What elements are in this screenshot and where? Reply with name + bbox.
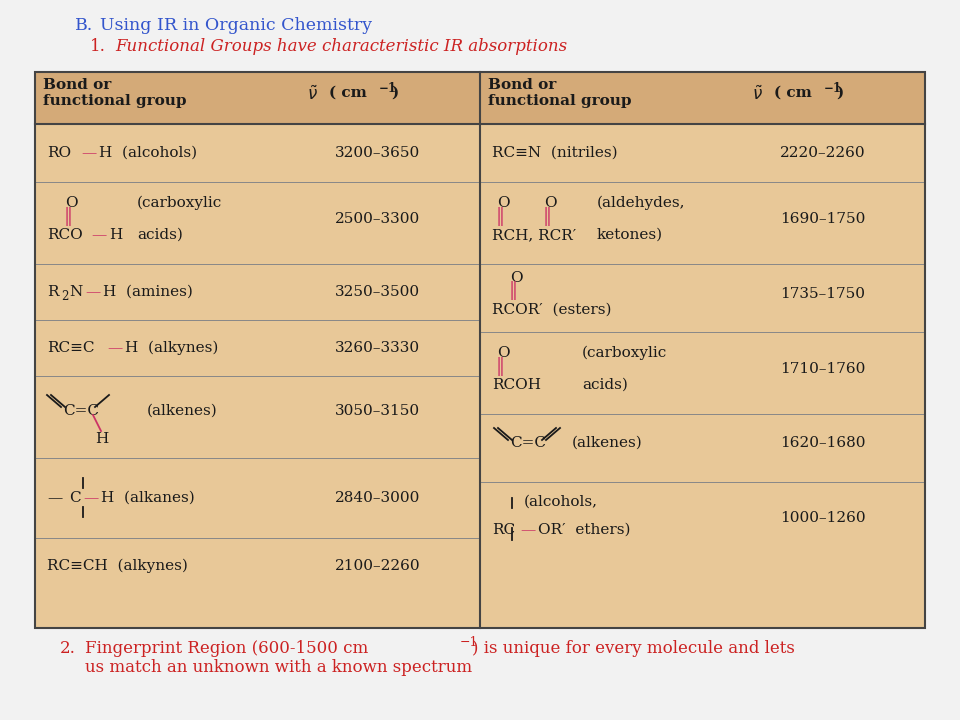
Text: Fingerprint Region (600-1500 cm: Fingerprint Region (600-1500 cm [85,640,369,657]
Bar [480,72,925,124]
Text: B.: B. [75,17,93,34]
Text: —: — [83,491,98,505]
Text: O: O [497,346,510,360]
Text: −1: −1 [824,82,842,95]
Text: 2220–2260: 2220–2260 [780,146,866,160]
Text: Functional Groups have characteristic IR absorptions: Functional Groups have characteristic IR… [115,38,567,55]
Text: −1: −1 [460,636,478,649]
Text: 1.: 1. [90,38,106,55]
Text: —: — [107,341,122,355]
Text: (carboxylic: (carboxylic [582,346,667,360]
Text: RC≡C: RC≡C [47,341,94,355]
Text: $\tilde{\nu}$: $\tilde{\nu}$ [752,86,763,104]
Text: ‖: ‖ [496,207,505,225]
Text: 1710–1760: 1710–1760 [780,362,865,376]
Text: functional group: functional group [488,94,632,108]
Text: —: — [81,146,96,160]
Text: acids): acids) [137,228,182,242]
Text: O: O [510,271,522,285]
Text: —: — [91,228,107,242]
Text: ( cm: ( cm [329,86,367,100]
Text: ( cm: ( cm [774,86,812,100]
Text: C=C: C=C [63,404,99,418]
Text: (alcohols,: (alcohols, [524,495,598,509]
Text: us match an unknown with a known spectrum: us match an unknown with a known spectru… [85,659,472,676]
Text: O: O [65,196,78,210]
Text: ): ) [836,86,843,100]
Text: ‖: ‖ [64,207,73,225]
Text: OR′  ethers): OR′ ethers) [538,523,631,537]
Text: RC≡N  (nitriles): RC≡N (nitriles) [492,146,617,160]
Bar [35,72,480,124]
Text: ): ) [391,86,398,100]
Text: —: — [47,491,62,505]
Text: Bond or: Bond or [488,78,556,92]
Text: ‖: ‖ [543,207,552,225]
Text: Bond or: Bond or [43,78,111,92]
Text: functional group: functional group [43,94,186,108]
Text: 3260–3330: 3260–3330 [335,341,420,355]
Text: O: O [497,196,510,210]
Text: (alkenes): (alkenes) [572,436,643,450]
Text: ‖: ‖ [496,356,505,376]
Text: (aldehydes,: (aldehydes, [597,196,685,210]
Text: (carboxylic: (carboxylic [137,196,223,210]
Text: O: O [544,196,557,210]
Bar [35,72,925,628]
Bar [35,72,925,628]
Text: RO: RO [47,146,71,160]
Text: N: N [69,285,83,299]
Text: 2.: 2. [60,640,76,657]
Text: RC: RC [492,523,516,537]
Text: −1: −1 [379,82,397,95]
Text: H: H [95,432,108,446]
Text: H  (amines): H (amines) [103,285,193,299]
Text: H: H [109,228,122,242]
Text: (alkenes): (alkenes) [147,404,218,418]
Text: R: R [47,285,59,299]
Text: ) is unique for every molecule and lets: ) is unique for every molecule and lets [472,640,795,657]
Text: 1620–1680: 1620–1680 [780,436,866,450]
Text: ‖: ‖ [509,282,518,300]
Text: ketones): ketones) [597,228,663,242]
Text: RCOH: RCOH [492,378,541,392]
Text: 1690–1750: 1690–1750 [780,212,865,226]
Text: —: — [520,523,536,537]
Text: acids): acids) [582,378,628,392]
Text: RC≡CH  (alkynes): RC≡CH (alkynes) [47,559,188,573]
Text: RCO: RCO [47,228,83,242]
Text: RCH, RCR′: RCH, RCR′ [492,228,576,242]
Text: —: — [85,285,100,299]
Text: 2: 2 [61,289,68,302]
Text: Using IR in Organic Chemistry: Using IR in Organic Chemistry [100,17,372,34]
Text: RCOR′  (esters): RCOR′ (esters) [492,303,612,317]
Text: $\tilde{\nu}$: $\tilde{\nu}$ [307,86,318,104]
Text: 1000–1260: 1000–1260 [780,511,866,525]
Text: 2100–2260: 2100–2260 [335,559,420,573]
Text: 3050–3150: 3050–3150 [335,404,420,418]
Text: H  (alkanes): H (alkanes) [101,491,195,505]
Text: 1735–1750: 1735–1750 [780,287,865,301]
Text: 2840–3000: 2840–3000 [335,491,420,505]
Text: C: C [69,491,81,505]
Text: 2500–3300: 2500–3300 [335,212,420,226]
Text: C=C: C=C [510,436,546,450]
Text: 3250–3500: 3250–3500 [335,285,420,299]
Text: 3200–3650: 3200–3650 [335,146,420,160]
Text: H  (alkynes): H (alkynes) [125,341,218,355]
Text: H  (alcohols): H (alcohols) [99,146,197,160]
